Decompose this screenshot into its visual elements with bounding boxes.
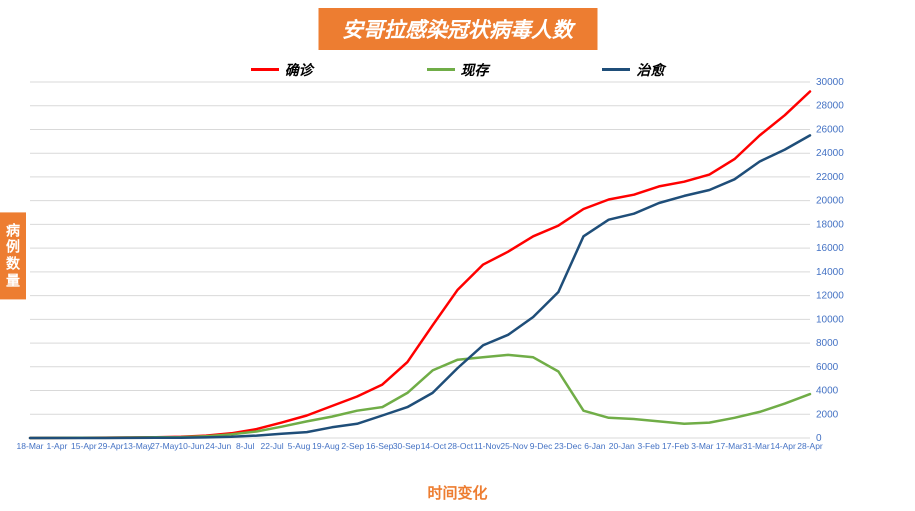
svg-text:9-Dec: 9-Dec	[530, 441, 553, 451]
y-tick-labels: 0200040006000800010000120001400016000180…	[816, 77, 844, 444]
svg-text:26000: 26000	[816, 124, 844, 135]
svg-text:2000: 2000	[816, 409, 839, 420]
legend-swatch-confirmed	[251, 68, 279, 71]
legend-label-recovered: 治愈	[636, 60, 664, 80]
svg-text:28-Oct: 28-Oct	[448, 441, 474, 451]
svg-text:8000: 8000	[816, 338, 839, 349]
svg-text:18000: 18000	[816, 219, 844, 230]
y-axis-label: 病例数量	[0, 212, 26, 299]
svg-text:29-Apr: 29-Apr	[98, 441, 124, 451]
series-group	[30, 92, 810, 439]
svg-text:30-Sep: 30-Sep	[393, 441, 421, 451]
legend-label-active: 现存	[461, 60, 489, 80]
gridlines	[30, 82, 810, 438]
plot-svg: 0200040006000800010000120001400016000180…	[30, 82, 855, 452]
svg-text:1-Apr: 1-Apr	[46, 441, 67, 451]
svg-text:15-Apr: 15-Apr	[71, 441, 97, 451]
svg-text:6-Jan: 6-Jan	[584, 441, 606, 451]
legend-item-confirmed: 确诊	[251, 60, 313, 80]
svg-text:14000: 14000	[816, 267, 844, 278]
svg-text:28-Apr: 28-Apr	[797, 441, 823, 451]
svg-text:25-Nov: 25-Nov	[500, 441, 528, 451]
svg-text:13-May: 13-May	[123, 441, 152, 451]
chart-title: 安哥拉感染冠状病毒人数	[318, 8, 597, 50]
chart-root: 安哥拉感染冠状病毒人数 确诊 现存 治愈 病例数量 02000400060008…	[0, 0, 915, 511]
legend: 确诊 现存 治愈	[0, 58, 915, 80]
svg-text:10000: 10000	[816, 314, 844, 325]
svg-text:8-Jul: 8-Jul	[236, 441, 255, 451]
svg-text:24-Jun: 24-Jun	[205, 441, 231, 451]
svg-text:19-Aug: 19-Aug	[312, 441, 340, 451]
svg-text:14-Oct: 14-Oct	[421, 441, 447, 451]
svg-text:3-Feb: 3-Feb	[638, 441, 660, 451]
svg-text:18-Mar: 18-Mar	[17, 441, 44, 451]
series-line	[30, 135, 810, 438]
svg-text:5-Aug: 5-Aug	[288, 441, 311, 451]
svg-text:23-Dec: 23-Dec	[554, 441, 582, 451]
legend-item-active: 现存	[427, 60, 489, 80]
svg-text:3-Mar: 3-Mar	[691, 441, 713, 451]
svg-text:22000: 22000	[816, 172, 844, 183]
x-axis-label: 时间变化	[427, 482, 487, 503]
legend-item-recovered: 治愈	[602, 60, 664, 80]
svg-text:17-Feb: 17-Feb	[662, 441, 689, 451]
legend-label-confirmed: 确诊	[285, 60, 313, 80]
legend-swatch-active	[427, 68, 455, 71]
svg-text:17-Mar: 17-Mar	[716, 441, 743, 451]
svg-text:12000: 12000	[816, 291, 844, 302]
x-tick-labels: 18-Mar1-Apr 15-Apr29-Apr13-May27-May10-Ju…	[17, 441, 823, 451]
legend-swatch-recovered	[602, 68, 630, 71]
svg-text:14-Apr: 14-Apr	[770, 441, 796, 451]
svg-text:30000: 30000	[816, 77, 844, 88]
svg-text:10-Jun: 10-Jun	[178, 441, 204, 451]
svg-text:11-Nov: 11-Nov	[474, 441, 502, 451]
svg-text:20-Jan: 20-Jan	[609, 441, 635, 451]
svg-text:4000: 4000	[816, 386, 839, 397]
svg-text:6000: 6000	[816, 362, 839, 373]
svg-text:16000: 16000	[816, 243, 844, 254]
svg-text:24000: 24000	[816, 148, 844, 159]
series-line	[30, 92, 810, 439]
svg-text:28000: 28000	[816, 101, 844, 112]
svg-text:2-Sep: 2-Sep	[341, 441, 364, 451]
svg-text:20000: 20000	[816, 196, 844, 207]
svg-text:31-Mar: 31-Mar	[743, 441, 770, 451]
svg-text:27-May: 27-May	[150, 441, 179, 451]
svg-text:16-Sep: 16-Sep	[366, 441, 394, 451]
plot-area: 0200040006000800010000120001400016000180…	[30, 82, 855, 452]
svg-text:22-Jul: 22-Jul	[260, 441, 283, 451]
series-line	[30, 355, 810, 438]
